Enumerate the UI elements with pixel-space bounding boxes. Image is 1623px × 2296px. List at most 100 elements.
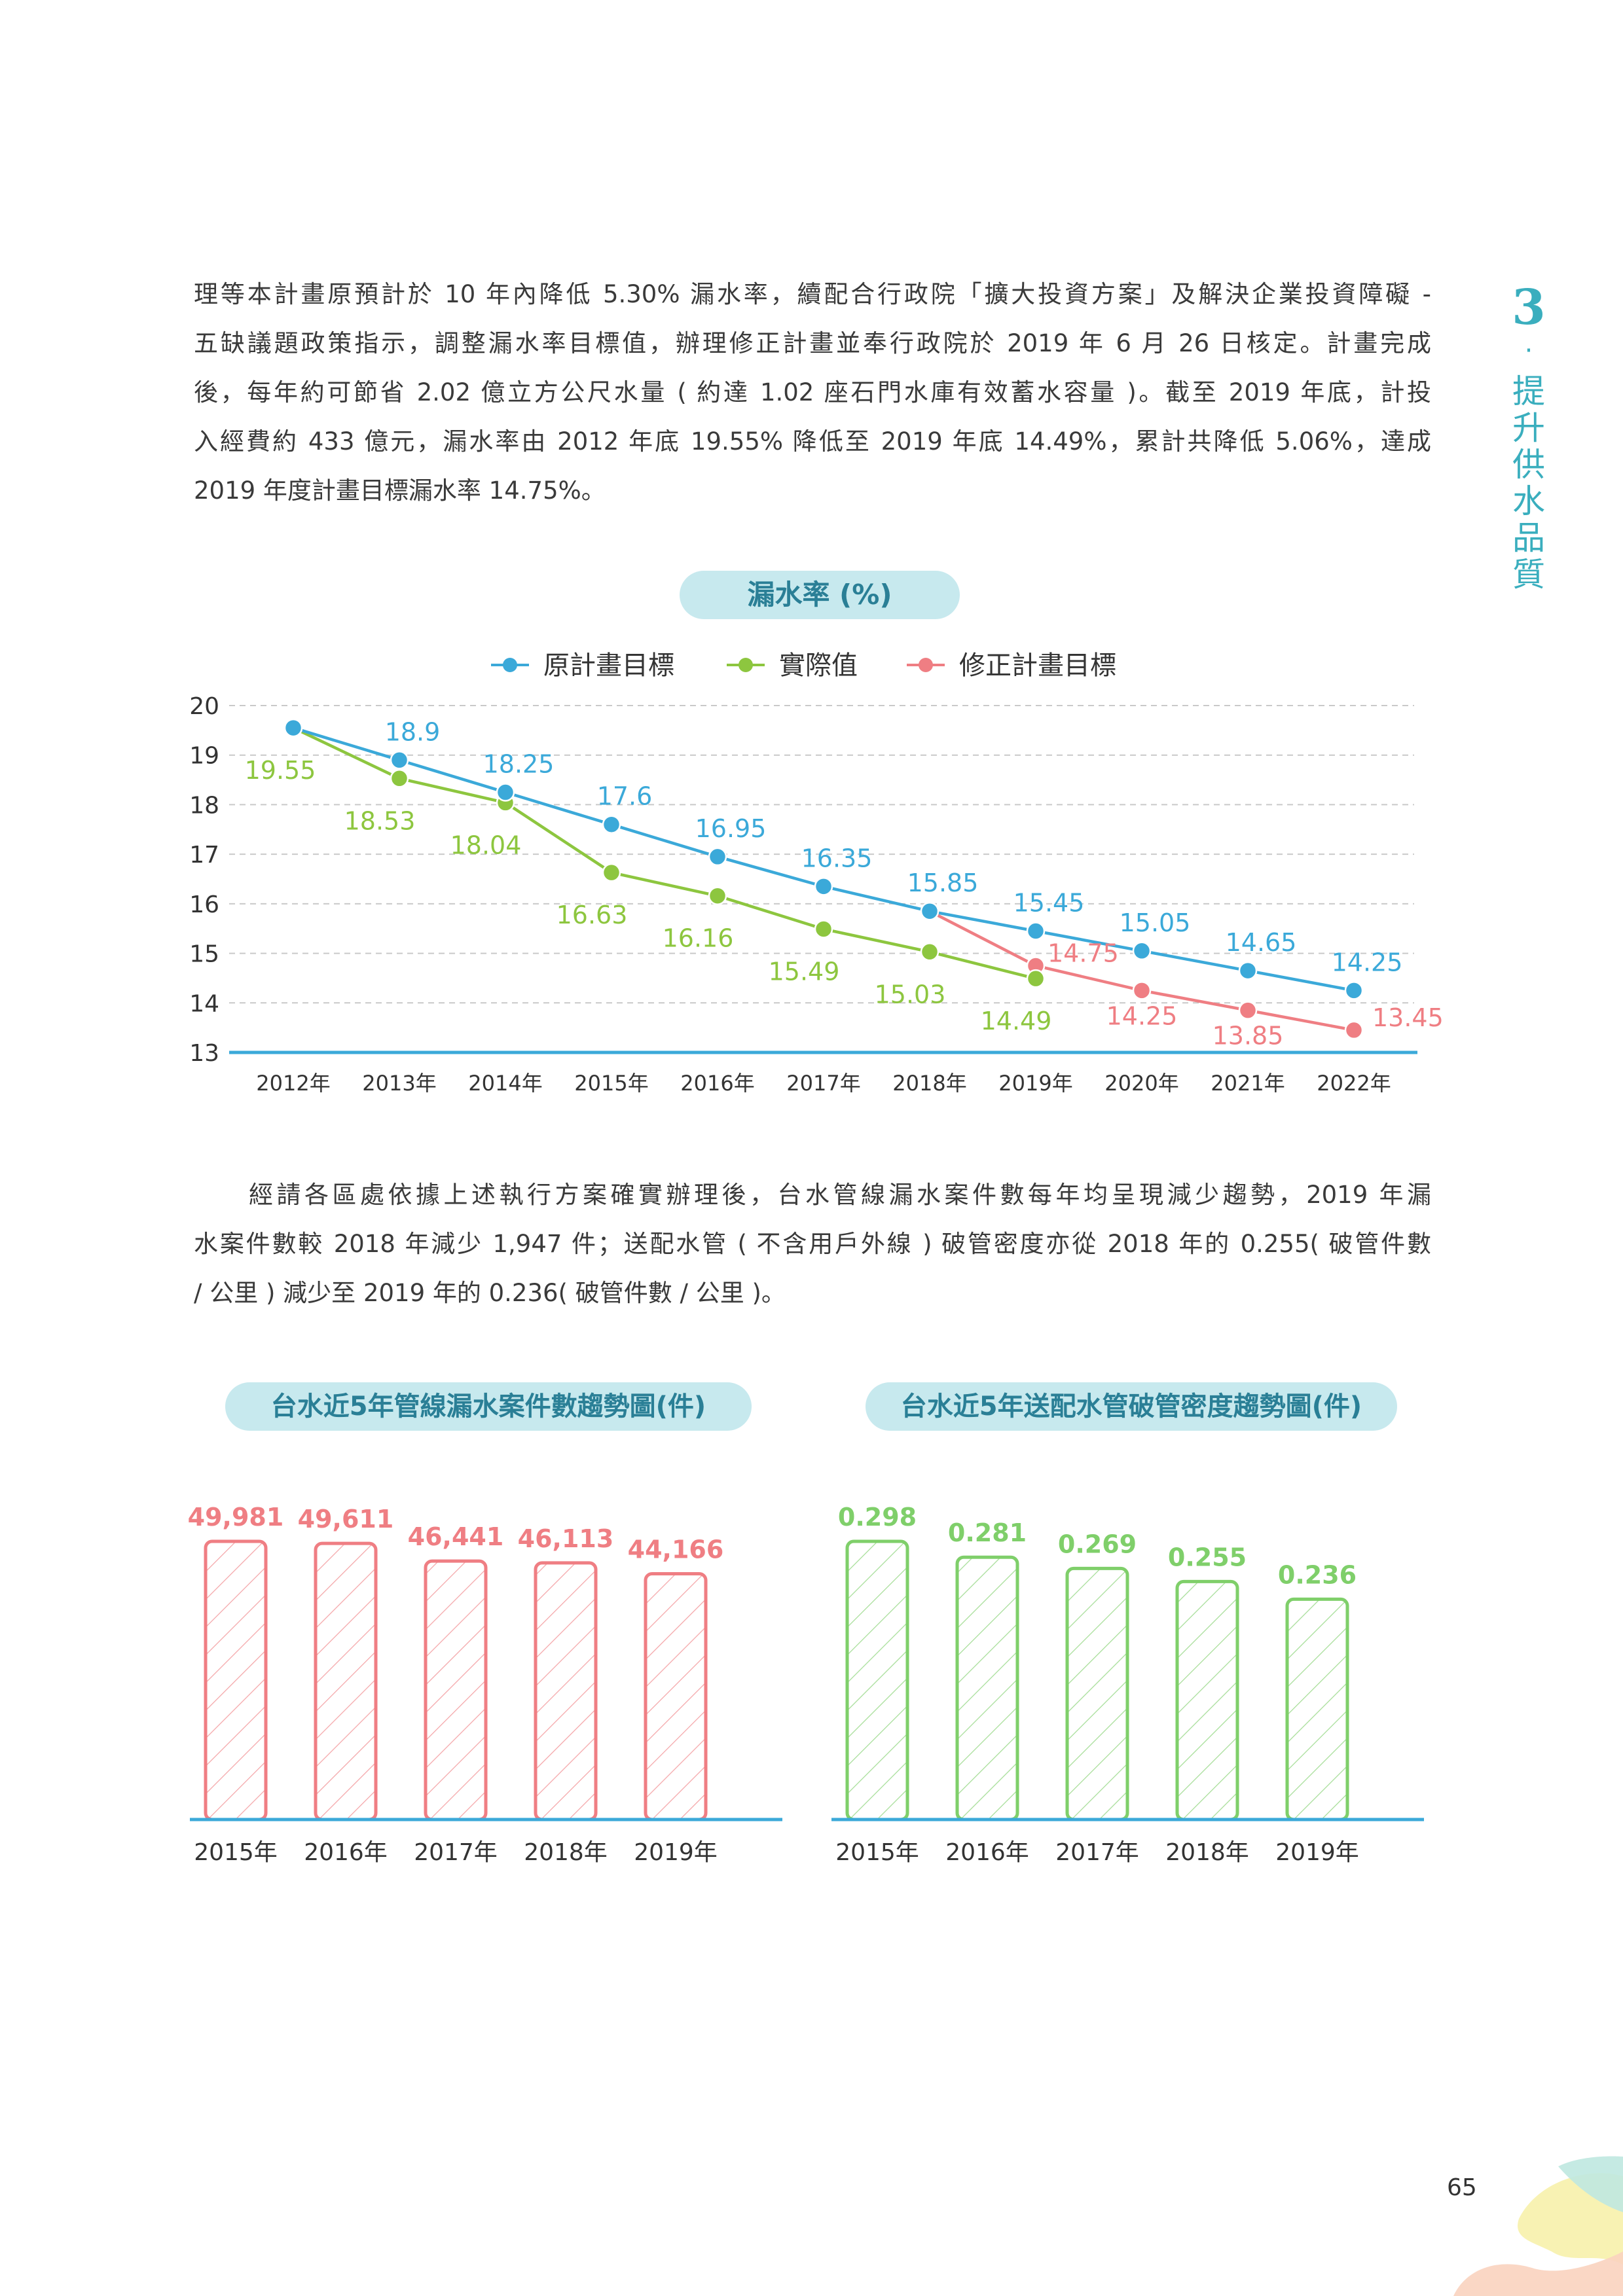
- paragraph-summary: 經請各區處依據上述執行方案確實辦理後，台水管線漏水案件數每年均呈現減少趨勢，20…: [194, 1170, 1431, 1318]
- paragraph-line: 水案件數較 2018 年減少 1,947 件；送配水管 ( 不含用戶外線 ) 破…: [194, 1230, 1431, 1258]
- data-point: [496, 783, 515, 802]
- chapter-title-char: 水: [1512, 482, 1545, 520]
- data-point: [708, 886, 727, 905]
- bar-value-label: 0.255: [1168, 1543, 1247, 1571]
- data-label: 15.49: [769, 957, 840, 986]
- bar: [644, 1571, 708, 1821]
- data-label: 15.03: [875, 980, 946, 1009]
- data-point: [708, 847, 727, 867]
- legend-marker: [739, 658, 753, 672]
- data-point: [1026, 922, 1046, 941]
- data-label: 14.75: [1048, 939, 1119, 968]
- y-tick-label: 19: [189, 743, 219, 770]
- bar-value-label: 44,166: [628, 1535, 724, 1564]
- data-label: 18.04: [450, 831, 522, 859]
- data-point: [390, 751, 409, 770]
- data-point: [1238, 1001, 1258, 1020]
- data-label: 16.16: [663, 924, 734, 953]
- paragraph-line: 入經費約 433 億元，漏水率由 2012 年底 19.55% 降低至 2019…: [194, 427, 1431, 456]
- bar: [1285, 1597, 1349, 1821]
- bar-value-label: 49,981: [188, 1503, 284, 1532]
- corner-blob-teal: [1558, 2156, 1623, 2212]
- chapter-title-char: 升: [1512, 409, 1545, 447]
- data-point: [920, 901, 939, 921]
- x-tick-label: 2019年: [998, 1071, 1072, 1096]
- bar-value-label: 0.281: [948, 1518, 1027, 1547]
- data-label: 14.25: [1332, 948, 1403, 977]
- leak-cases-bar-chart: 49,981 2015年 49,611 2016年 46,441 2017年 46,113 2…: [188, 1503, 782, 1866]
- bar: [1065, 1566, 1129, 1821]
- y-tick-label: 16: [189, 891, 219, 918]
- bar: [534, 1561, 598, 1821]
- paragraph-line: 後，每年約可節省 2.02 億立方公尺水量 ( 約達 1.02 座石門水庫有效蓄…: [194, 378, 1431, 406]
- y-tick-label: 20: [189, 693, 219, 720]
- x-tick-label: 2013年: [362, 1071, 436, 1096]
- data-point: [1238, 961, 1258, 980]
- data-label: 16.63: [556, 901, 628, 929]
- x-tick-label: 2012年: [256, 1071, 330, 1096]
- y-tick-label: 14: [189, 990, 219, 1017]
- data-label: 18.9: [385, 717, 441, 746]
- bar-value-label: 46,441: [408, 1522, 504, 1551]
- x-tick-label: 2021年: [1211, 1071, 1285, 1096]
- bar: [424, 1559, 488, 1821]
- paragraph-intro: 理等本計畫原預計於 10 年內降低 5.30% 漏水率，續配合行政院「擴大投資方…: [194, 270, 1431, 515]
- data-point: [814, 877, 833, 896]
- legend-label: 修正計畫目標: [959, 651, 1116, 681]
- x-tick-label: 2020年: [1104, 1071, 1178, 1096]
- data-point: [1026, 969, 1046, 988]
- chapter-title-char: 提: [1512, 372, 1545, 410]
- data-label: 14.25: [1106, 1001, 1178, 1030]
- x-tick-label: 2014年: [468, 1071, 542, 1096]
- data-point: [283, 718, 303, 738]
- bar-value-label: 46,113: [518, 1524, 614, 1553]
- data-label: 16.35: [801, 844, 873, 872]
- x-tick-label: 2015年: [835, 1839, 919, 1866]
- legend-label: 實際值: [779, 651, 858, 681]
- paragraph-line: 五缺議題政策指示，調整漏水率目標值，辦理修正計畫並奉行政院於 2019 年 6 …: [194, 329, 1431, 357]
- chapter-title: 提 升 供 水 品 質: [1499, 373, 1558, 593]
- corner-blob-peach: [1453, 2251, 1623, 2296]
- bar: [314, 1541, 378, 1821]
- x-tick-label: 2015年: [574, 1071, 648, 1096]
- corner-decoration: [1453, 2156, 1623, 2296]
- data-point: [814, 920, 833, 939]
- data-point: [920, 942, 939, 961]
- legend-marker: [503, 658, 517, 672]
- x-tick-label: 2022年: [1317, 1071, 1391, 1096]
- data-label: 18.53: [344, 806, 416, 835]
- chapter-number: 3: [1512, 279, 1546, 336]
- chapter-title-char: 質: [1512, 556, 1545, 594]
- x-tick-label: 2019年: [634, 1839, 718, 1866]
- bar: [1175, 1579, 1239, 1821]
- series-line-actual: [293, 726, 1036, 980]
- leak-rate-line-chart: 原計畫目標 實際值 修正計畫目標 13 14 15 16 17 18 19 20 2012年 2013年…: [189, 651, 1444, 1096]
- bar: [955, 1555, 1019, 1821]
- pipe-break-density-chart-title: 台水近5年送配水管破管密度趨勢圖(件): [866, 1382, 1397, 1431]
- data-label: 19.55: [245, 756, 316, 785]
- data-point: [602, 815, 621, 834]
- x-tick-label: 2019年: [1275, 1839, 1359, 1866]
- y-tick-label: 17: [189, 842, 219, 869]
- bar-value-label: 49,611: [298, 1505, 394, 1534]
- x-tick-label: 2018年: [892, 1071, 966, 1096]
- paragraph-line: 理等本計畫原預計於 10 年內降低 5.30% 漏水率，續配合行政院「擴大投資方…: [194, 280, 1431, 308]
- x-tick-label: 2018年: [1165, 1839, 1249, 1866]
- data-label: 18.25: [483, 750, 555, 779]
- paragraph-line: 2019 年度計畫目標漏水率 14.75%。: [194, 476, 606, 505]
- y-tick-label: 18: [189, 792, 219, 819]
- x-tick-label: 2017年: [1055, 1839, 1139, 1866]
- bar: [845, 1539, 909, 1821]
- bar-value-label: 0.236: [1278, 1560, 1357, 1589]
- x-tick-label: 2018年: [524, 1839, 608, 1866]
- data-point: [1132, 941, 1152, 961]
- x-tick-label: 2015年: [194, 1839, 278, 1866]
- x-tick-label: 2016年: [680, 1071, 754, 1096]
- data-point: [1344, 981, 1364, 1000]
- leak-cases-chart-title: 台水近5年管線漏水案件數趨勢圖(件): [225, 1382, 752, 1431]
- data-label: 15.45: [1013, 889, 1085, 918]
- data-label: 15.85: [907, 869, 979, 897]
- data-label: 17.6: [597, 782, 653, 811]
- data-point: [1344, 1020, 1364, 1040]
- y-tick-label: 13: [189, 1040, 219, 1067]
